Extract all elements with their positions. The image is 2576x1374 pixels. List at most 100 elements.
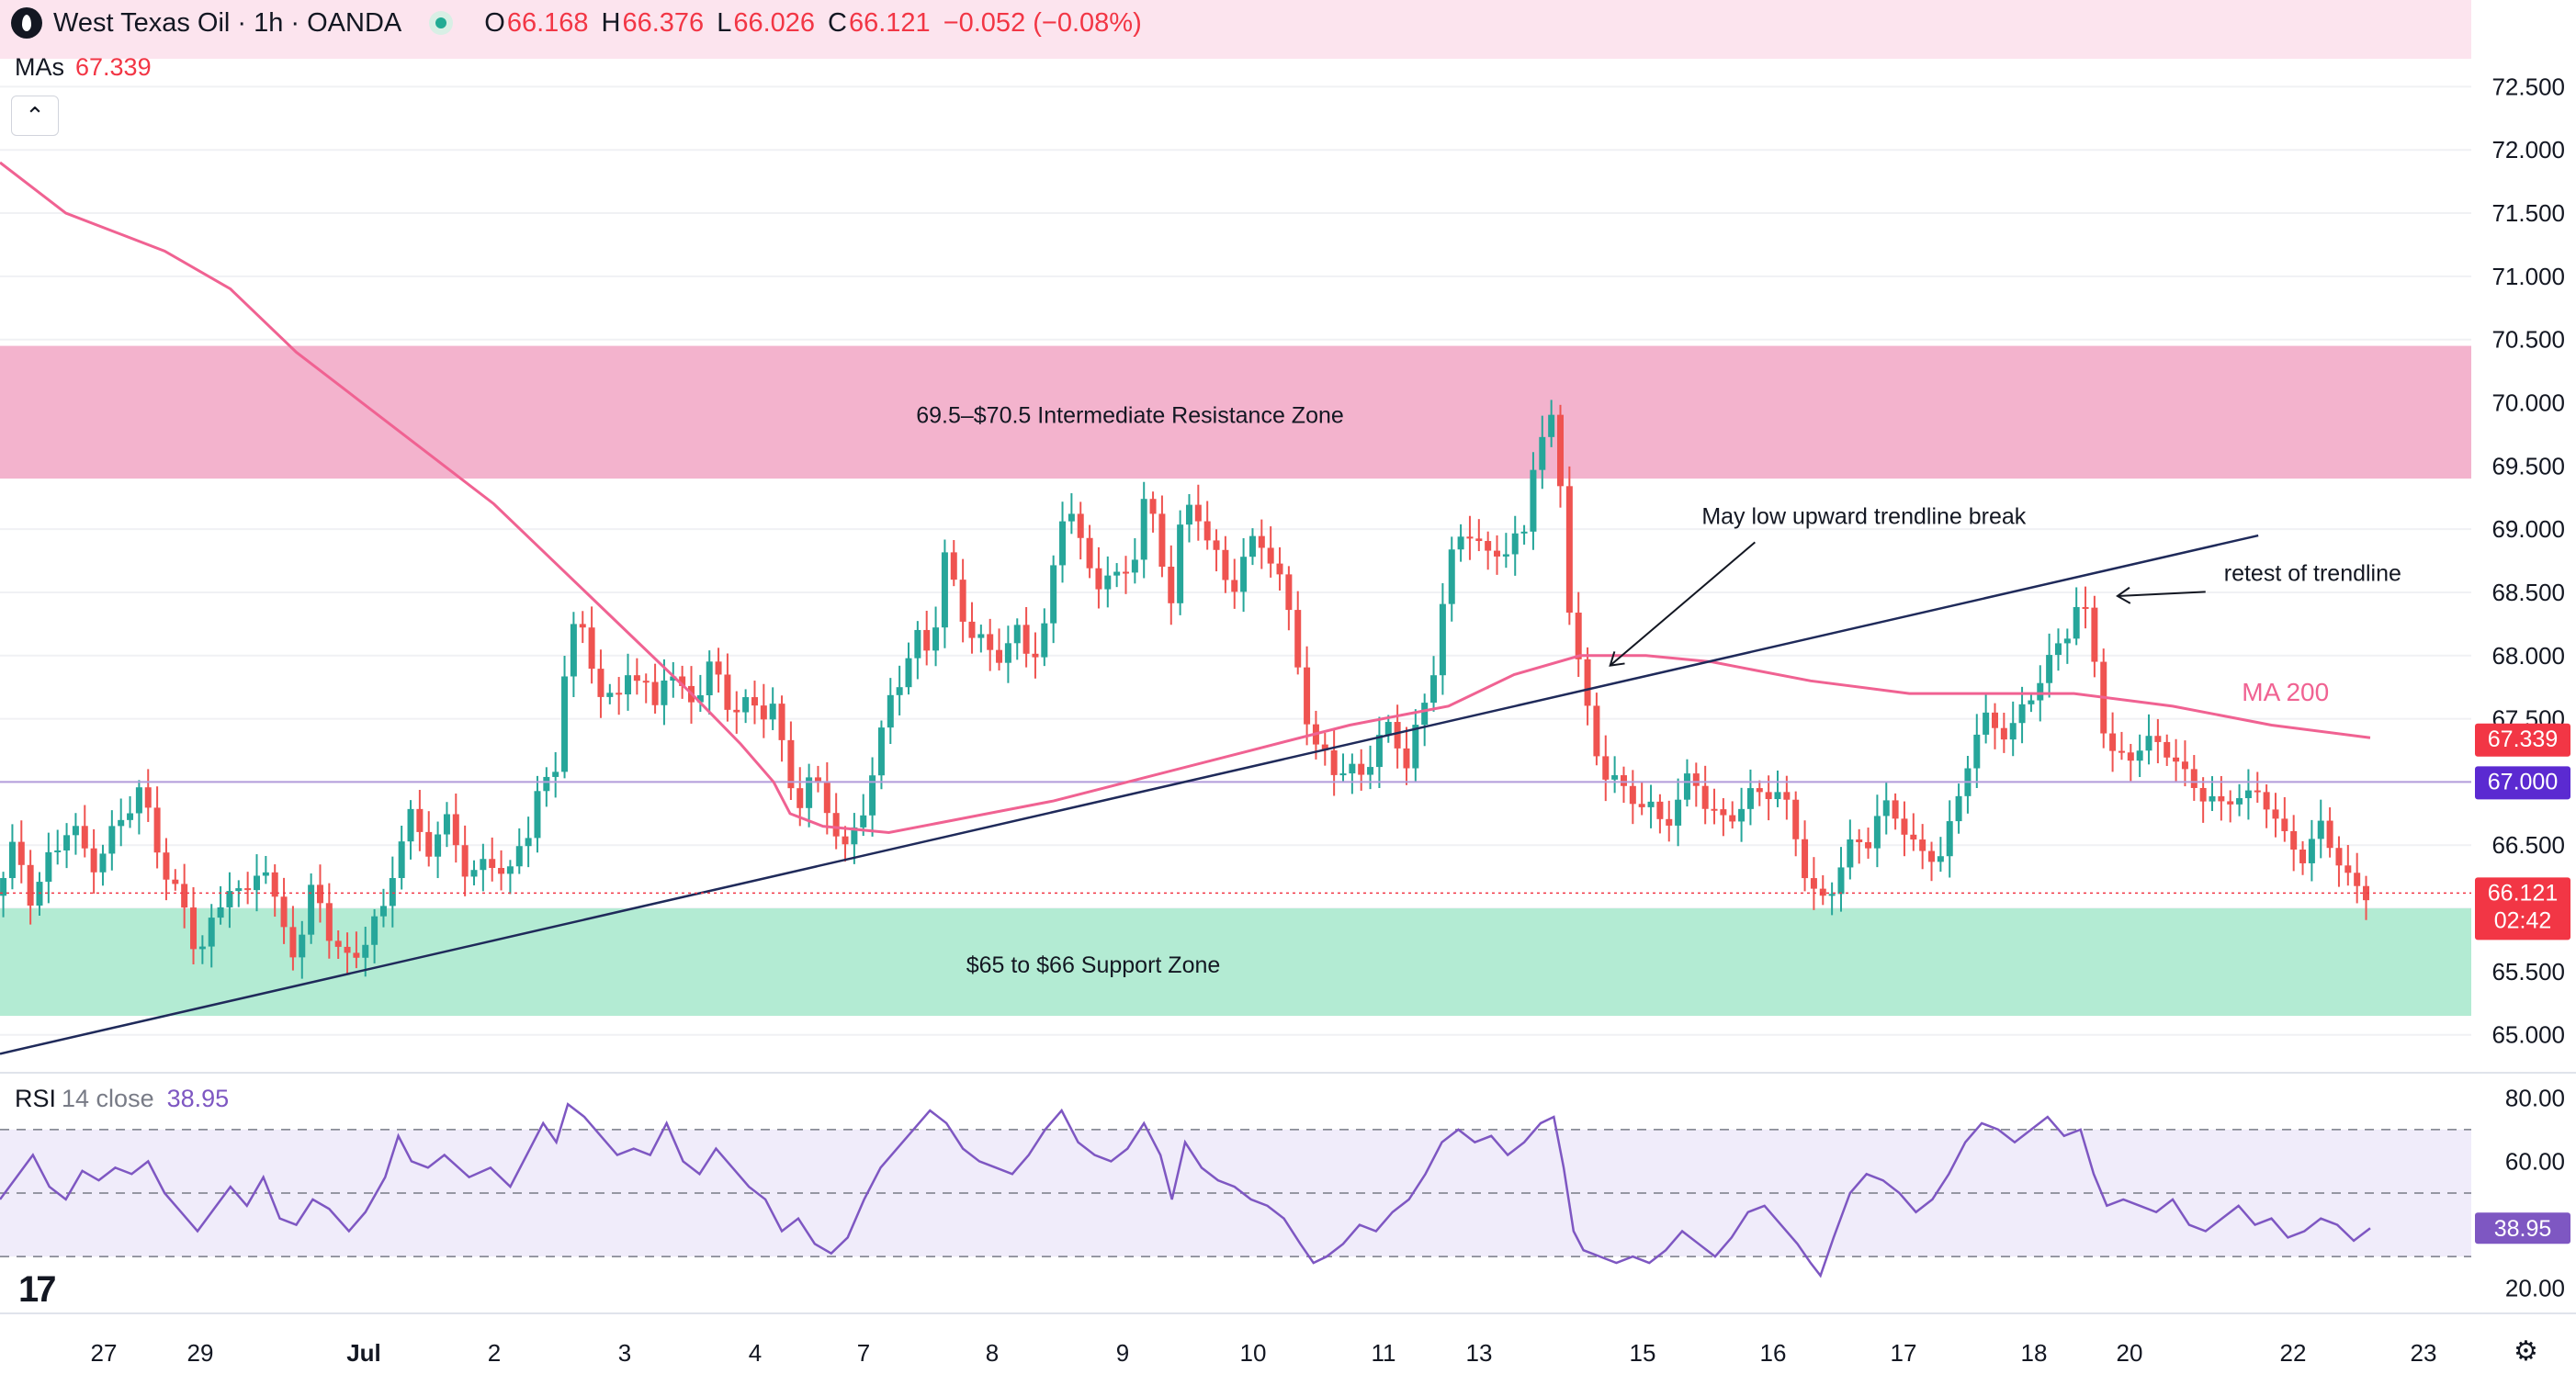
candle[interactable]: [2363, 875, 2370, 920]
candle[interactable]: [2254, 771, 2261, 803]
candle[interactable]: [1882, 782, 1890, 835]
candle[interactable]: [1475, 519, 1483, 552]
candles[interactable]: [0, 400, 2370, 979]
price-axis[interactable]: 65.00065.50066.00066.50067.00067.50068.0…: [2475, 73, 2570, 1302]
candle[interactable]: [1810, 857, 1817, 910]
candle[interactable]: [987, 618, 994, 671]
candle[interactable]: [1430, 656, 1438, 712]
candle[interactable]: [2281, 796, 2288, 842]
candle[interactable]: [552, 751, 559, 798]
candle[interactable]: [896, 665, 903, 715]
candle[interactable]: [842, 826, 849, 862]
time-axis[interactable]: 27 29 Jul 2 3 4 7 8 9 10 11 13 15 16 17 18 20 22 23: [0, 1312, 2576, 1367]
candle[interactable]: [1177, 510, 1184, 615]
candle[interactable]: [1258, 519, 1265, 569]
candle[interactable]: [1774, 770, 1781, 807]
candle[interactable]: [99, 844, 107, 886]
candle[interactable]: [54, 829, 62, 865]
candle[interactable]: [1068, 493, 1075, 535]
candle[interactable]: [172, 869, 179, 891]
candle[interactable]: [2018, 686, 2026, 744]
candle[interactable]: [2244, 769, 2252, 820]
candle[interactable]: [661, 659, 668, 726]
candle[interactable]: [1565, 466, 1573, 625]
candle[interactable]: [1231, 558, 1238, 609]
mas-legend[interactable]: MAs 67.339: [15, 53, 152, 82]
candle[interactable]: [45, 832, 52, 904]
candle[interactable]: [914, 621, 921, 680]
candle[interactable]: [198, 935, 206, 964]
candle[interactable]: [1511, 515, 1519, 576]
candle[interactable]: [1421, 693, 1429, 747]
candle[interactable]: [308, 873, 315, 944]
settings-gear-icon[interactable]: ⚙: [2514, 1336, 2538, 1367]
candle[interactable]: [1222, 535, 1229, 593]
candle[interactable]: [1294, 591, 1302, 675]
candle[interactable]: [525, 817, 532, 868]
candle[interactable]: [1575, 591, 1582, 677]
candle[interactable]: [1439, 582, 1446, 695]
candle[interactable]: [1203, 501, 1211, 550]
candle[interactable]: [1629, 770, 1636, 825]
candle[interactable]: [1901, 801, 1908, 857]
candle[interactable]: [1856, 828, 1863, 864]
candle[interactable]: [1638, 782, 1645, 816]
candle[interactable]: [489, 837, 496, 882]
candle[interactable]: [181, 863, 188, 929]
candle[interactable]: [869, 757, 876, 837]
candle[interactable]: [1837, 847, 1845, 912]
candle[interactable]: [2218, 775, 2225, 821]
candle[interactable]: [923, 611, 931, 666]
candle[interactable]: [1746, 769, 1754, 826]
candle[interactable]: [452, 793, 459, 863]
candle[interactable]: [407, 800, 414, 860]
candle[interactable]: [127, 795, 134, 828]
candle[interactable]: [1738, 787, 1746, 842]
candle[interactable]: [1910, 813, 1917, 851]
candle[interactable]: [1403, 726, 1410, 785]
candle[interactable]: [2335, 836, 2343, 887]
candle[interactable]: [379, 888, 387, 928]
candle[interactable]: [1539, 415, 1546, 490]
candle[interactable]: [2227, 790, 2234, 823]
candle[interactable]: [597, 649, 604, 718]
candle[interactable]: [1113, 563, 1121, 588]
candle[interactable]: [2063, 628, 2071, 664]
candle[interactable]: [887, 678, 894, 744]
candle[interactable]: [2199, 777, 2207, 823]
candle[interactable]: [1865, 828, 1872, 859]
candle[interactable]: [715, 648, 722, 693]
rsi-value-badge[interactable]: 38.95: [2475, 1212, 2570, 1244]
candle[interactable]: [1620, 766, 1627, 804]
market-status-icon[interactable]: [429, 11, 454, 35]
candle[interactable]: [2190, 755, 2198, 801]
candle[interactable]: [289, 906, 297, 971]
candle[interactable]: [1339, 753, 1347, 783]
candle[interactable]: [1992, 703, 1998, 749]
candle[interactable]: [1086, 524, 1093, 579]
candle[interactable]: [760, 683, 767, 738]
candle[interactable]: [1656, 794, 1664, 834]
candle[interactable]: [1123, 556, 1129, 594]
candle[interactable]: [1720, 798, 1727, 837]
candle[interactable]: [1285, 566, 1293, 631]
candle[interactable]: [2054, 628, 2062, 671]
candle[interactable]: [470, 860, 478, 885]
candle[interactable]: [144, 769, 152, 822]
candle[interactable]: [2317, 799, 2324, 859]
candle[interactable]: [2082, 586, 2089, 629]
candle[interactable]: [2154, 718, 2162, 764]
candle[interactable]: [1267, 526, 1274, 578]
candle[interactable]: [670, 661, 677, 698]
candle[interactable]: [299, 920, 306, 979]
candle[interactable]: [616, 677, 623, 715]
candle[interactable]: [1611, 756, 1619, 794]
candle[interactable]: [769, 687, 776, 730]
candle[interactable]: [27, 850, 34, 925]
candle[interactable]: [2118, 731, 2125, 760]
candle[interactable]: [905, 642, 912, 695]
candle[interactable]: [108, 810, 116, 871]
candle[interactable]: [1819, 875, 1826, 906]
candle[interactable]: [651, 663, 659, 714]
